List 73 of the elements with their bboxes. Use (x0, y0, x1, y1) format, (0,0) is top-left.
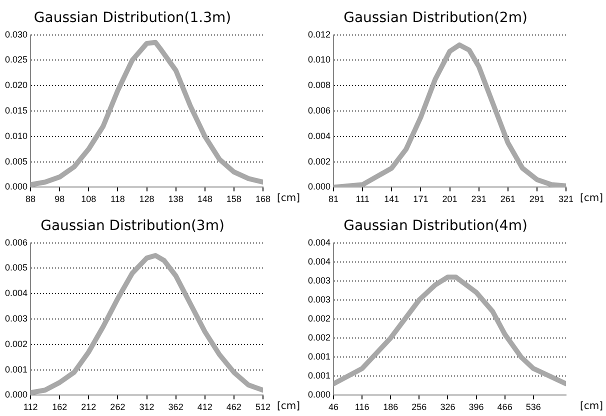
x-tick-label: 212 (81, 402, 96, 412)
x-tick-label: 261 (500, 194, 516, 204)
y-tick-label: 0.001 (308, 352, 331, 362)
x-tick-label: 88 (26, 194, 36, 204)
x-tick-label: 466 (497, 402, 512, 412)
y-tick-label: 0.003 (4, 313, 28, 324)
x-tick-label: 112 (23, 402, 38, 412)
x-axis-title: [cm] (580, 400, 604, 412)
y-tick-label: 0.004 (308, 256, 331, 266)
x-tick-label: 171 (413, 194, 428, 204)
y-tick-label: 0.001 (308, 370, 331, 381)
x-tick-label: 291 (529, 194, 544, 204)
x-tick-label: 412 (197, 402, 212, 412)
y-tick-label: 0.003 (308, 275, 331, 286)
x-tick-label: 256 (412, 402, 427, 412)
y-tick-label: 0.002 (308, 313, 331, 324)
y-tick-label: 0.012 (308, 29, 331, 40)
x-axis-title: [cm] (277, 192, 300, 204)
x-tick-label: 326 (440, 402, 456, 412)
chart-title: Gaussian Distribution(4m) (344, 218, 528, 234)
y-tick-label: 0.000 (308, 182, 331, 192)
x-tick-label: 512 (255, 402, 271, 412)
x-tick-label: 396 (468, 402, 484, 412)
y-tick-label: 0.000 (4, 390, 28, 400)
y-tick-label: 0.004 (308, 237, 331, 248)
x-tick-label: 201 (442, 194, 458, 204)
y-tick-label: 0.025 (4, 54, 28, 65)
y-tick-label: 0.005 (4, 262, 28, 273)
chart-title: Gaussian Distribution(2m) (344, 10, 528, 26)
x-tick-label: 46 (328, 402, 339, 412)
x-tick-label: 81 (328, 194, 339, 204)
x-axis-title: [cm] (580, 192, 604, 204)
y-tick-label: 0.015 (4, 105, 28, 116)
y-tick-label: 0.002 (308, 332, 331, 343)
x-tick-label: 262 (110, 402, 126, 412)
y-tick-label: 0.001 (4, 364, 28, 374)
y-tick-label: 0.010 (308, 54, 331, 65)
x-tick-label: 98 (54, 194, 65, 204)
y-tick-label: 0.030 (4, 29, 28, 40)
x-tick-label: 138 (168, 194, 184, 204)
x-tick-label: 231 (471, 194, 486, 204)
y-tick-label: 0.004 (4, 288, 28, 298)
x-tick-label: 312 (139, 402, 154, 412)
y-tick-label: 0.005 (4, 156, 28, 166)
x-tick-label: 108 (81, 194, 96, 204)
x-tick-label: 162 (52, 402, 68, 412)
x-tick-label: 186 (383, 402, 398, 412)
x-tick-label: 168 (255, 194, 271, 204)
y-tick-label: 0.000 (308, 390, 331, 400)
y-tick-label: 0.020 (4, 80, 28, 90)
x-axis-title: [cm] (277, 400, 300, 412)
y-tick-label: 0.006 (308, 105, 331, 116)
x-tick-label: 141 (384, 194, 400, 204)
x-tick-label: 128 (139, 194, 154, 204)
y-tick-label: 0.008 (308, 80, 331, 90)
x-tick-label: 321 (558, 194, 574, 204)
y-tick-label: 0.004 (308, 130, 331, 141)
x-tick-label: 118 (110, 194, 125, 204)
x-tick-label: 362 (168, 402, 184, 412)
x-tick-label: 148 (197, 194, 212, 204)
x-tick-label: 116 (354, 402, 370, 412)
x-tick-label: 462 (226, 402, 242, 412)
x-tick-label: 111 (356, 194, 370, 204)
x-tick-label: 536 (526, 402, 541, 412)
y-tick-label: 0.006 (4, 237, 28, 248)
y-tick-label: 0.002 (308, 156, 331, 166)
y-tick-label: 0.010 (4, 130, 28, 141)
y-tick-label: 0.000 (4, 182, 28, 192)
chart-title: Gaussian Distribution(1.3m) (34, 10, 232, 26)
y-tick-label: 0.003 (308, 294, 331, 304)
y-tick-label: 0.002 (4, 338, 28, 349)
chart-title: Gaussian Distribution(3m) (40, 218, 224, 234)
x-tick-label: 158 (226, 194, 242, 204)
